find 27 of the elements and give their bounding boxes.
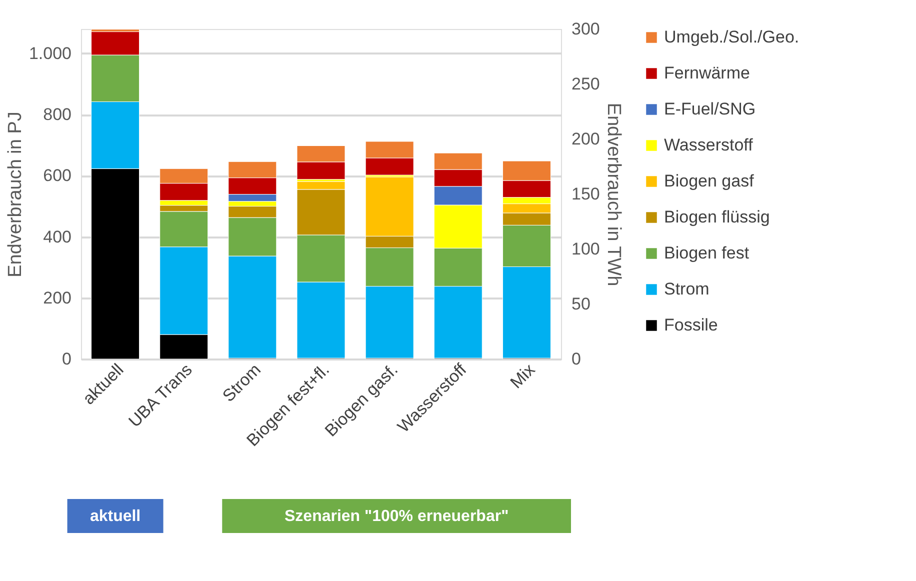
legend-label: Biogen gasf: [664, 172, 754, 190]
legend-label: Fernwärme: [664, 64, 750, 82]
y2-tick-label: 200: [572, 130, 600, 148]
y2-tick-label: 250: [572, 74, 600, 94]
y2-axis-title: Endverbrauch in TWh: [602, 102, 624, 286]
y-axis-title: Endverbrauch in PJ: [4, 112, 26, 278]
legend-label: Fossile: [664, 316, 718, 334]
legend-label: Strom: [664, 280, 710, 298]
legend-label: Wasserstoff: [664, 136, 754, 154]
legend-label: Biogen fest: [664, 244, 750, 262]
y-tick-label: 800: [43, 105, 72, 124]
legend-label: Biogen flüssig: [664, 208, 770, 226]
y-tick-label: 0: [62, 350, 72, 368]
y-tick-label: 400: [43, 227, 72, 246]
y-tick-label: 600: [43, 166, 72, 186]
y2-tick-label: 300: [572, 20, 600, 38]
text: aktuell: [90, 508, 141, 525]
x-tick-label: Mix: [506, 360, 540, 392]
y2-tick-label: 0: [572, 350, 581, 368]
y2-tick-label: 150: [572, 184, 600, 204]
y2-tick-label: 50: [572, 294, 590, 314]
legend-label: Umgeb./Sol./Geo.: [664, 28, 800, 46]
y-tick-label: 200: [43, 288, 72, 308]
text: Szenarien "100% erneuerbar": [284, 508, 509, 525]
legend-label: E-Fuel/SNG: [664, 100, 756, 118]
y-tick-label: 1.000: [28, 44, 72, 63]
y2-tick-label: 100: [572, 240, 600, 258]
